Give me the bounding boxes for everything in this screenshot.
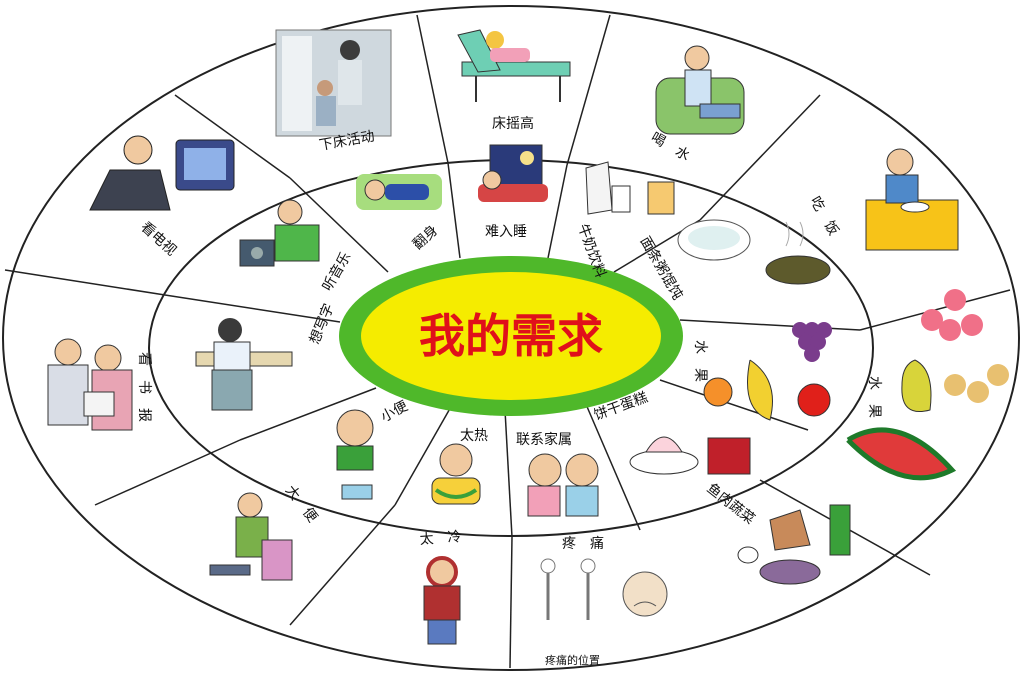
outer-label-fruit: 水 果 (866, 376, 882, 418)
outer-spokes (4, 14, 1011, 669)
raised-bed-icon (457, 29, 571, 102)
outer-label-read-newspaper: 看 书 报 (136, 352, 152, 422)
walking-photo-icon (275, 29, 392, 137)
reading-newspaper-icon (47, 338, 133, 431)
fruit-inner-icon (703, 322, 832, 421)
too-hot-icon (431, 443, 481, 505)
outer-label-raise-bed: 床摇高 (492, 115, 534, 132)
music-listening-icon (239, 199, 320, 267)
biscuit-cake-icon (629, 436, 751, 475)
center-title: 我的需求 (419, 309, 603, 363)
outer-label-pain: 疼 痛 (562, 535, 604, 552)
drinking-water-icon (655, 45, 745, 135)
watching-tv-icon (89, 135, 235, 211)
fruit-outer-icon (846, 289, 1009, 481)
inner-label-fruit: 水 果 (692, 340, 708, 382)
turning-over-icon (356, 174, 442, 210)
noodle-porridge-icon (677, 219, 831, 285)
outer-label-too-cold: 太 冷 (419, 529, 462, 548)
urination-icon (336, 409, 374, 500)
trouble-sleeping-icon (478, 144, 548, 202)
pain-location-caption: 疼痛的位置 (545, 653, 600, 667)
inner-label-contact-family: 联系家属 (516, 431, 572, 448)
inner-label-too-hot: 太热 (460, 428, 488, 444)
inner-label-trouble-sleeping: 难入睡 (485, 224, 527, 240)
want-to-write-icon (195, 318, 293, 411)
fish-meat-veg-icon (737, 504, 851, 585)
pain-body-chart-icon (540, 558, 668, 620)
eating-meal-icon (865, 148, 959, 251)
center-disc (361, 272, 661, 400)
defecation-icon (209, 492, 293, 581)
milk-drinks-icon (585, 161, 675, 215)
contact-family-icon (527, 453, 599, 517)
too-cold-icon (423, 556, 461, 645)
